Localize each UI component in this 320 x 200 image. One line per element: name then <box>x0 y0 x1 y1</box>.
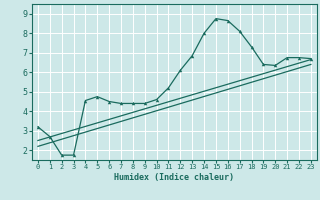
X-axis label: Humidex (Indice chaleur): Humidex (Indice chaleur) <box>115 173 234 182</box>
